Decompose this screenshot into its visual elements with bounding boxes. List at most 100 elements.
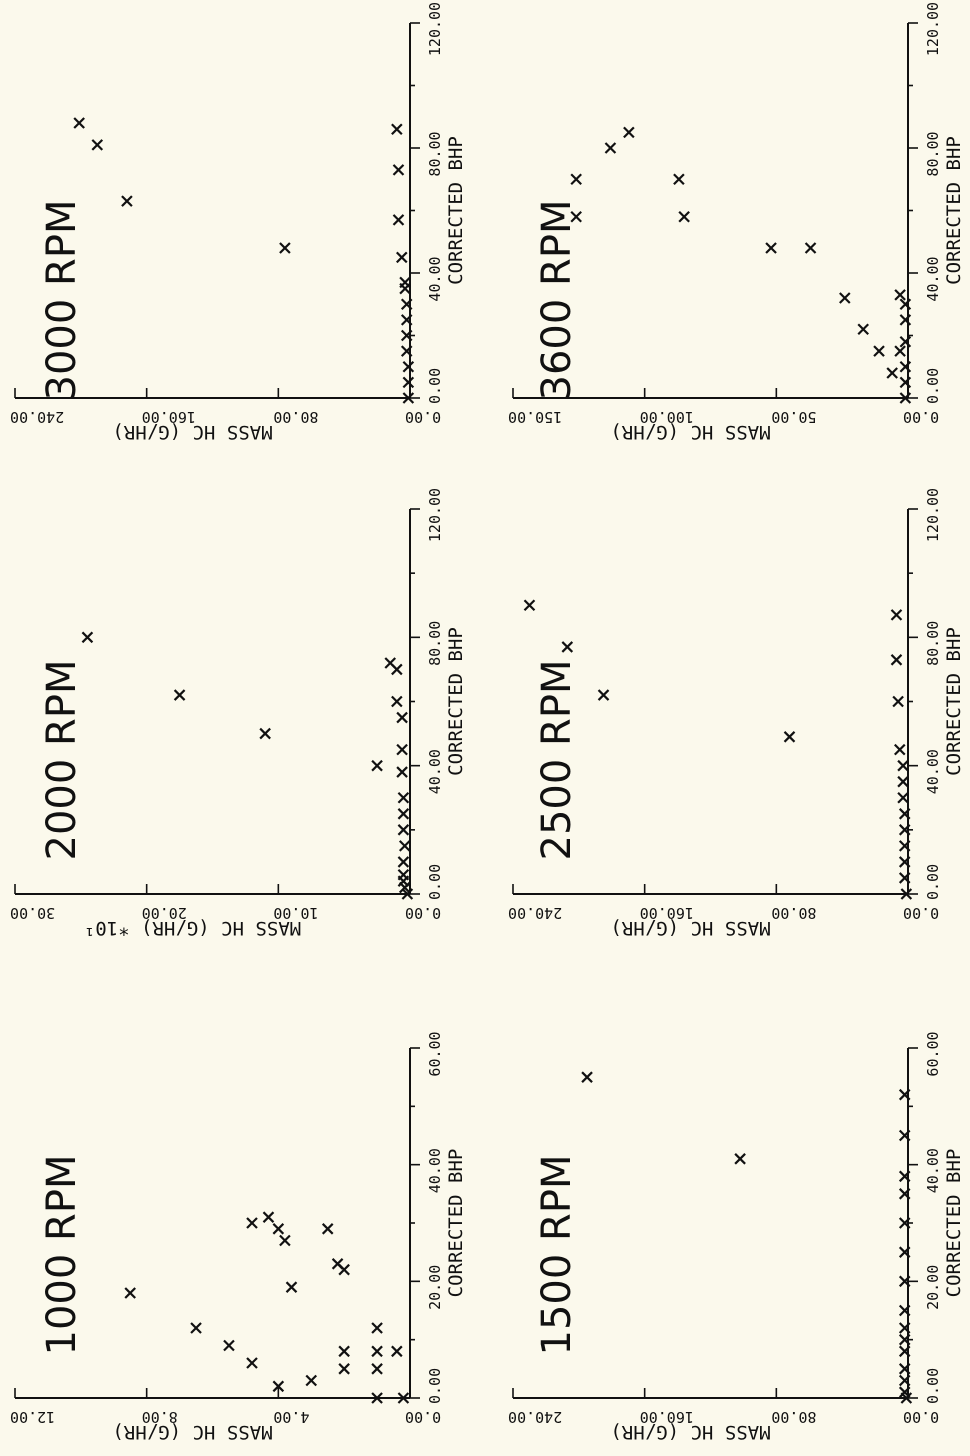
- y-tick-label: 80.00: [771, 1408, 816, 1426]
- data-point: [223, 1339, 235, 1352]
- data-point-stroke: [673, 173, 685, 186]
- x-tick-label: 40.00: [924, 1148, 942, 1193]
- data-point-stroke: [391, 663, 403, 676]
- data-point: [399, 276, 411, 289]
- data-point: [873, 345, 885, 357]
- data-point-stroke: [597, 689, 610, 701]
- data-point: [173, 689, 186, 701]
- data-point: [839, 292, 851, 304]
- data-point: [734, 1153, 746, 1165]
- y-tick-label: 0.00: [405, 904, 441, 922]
- data-point: [894, 289, 906, 301]
- data-point: [623, 126, 635, 139]
- data-point: [400, 298, 413, 311]
- data-point-stroke: [898, 1188, 911, 1200]
- data-point-stroke: [898, 1345, 911, 1358]
- chart-panel-6: 0.00 40.00 80.00 120.00 0.00 50.00 100.00 150.0…: [508, 2, 965, 443]
- data-point-stroke: [73, 117, 85, 129]
- data-point: [371, 759, 383, 772]
- data-point: [898, 1333, 911, 1346]
- data-point: [673, 173, 685, 186]
- data-point-stroke: [371, 1363, 383, 1375]
- data-point-stroke: [894, 289, 906, 301]
- x-tick-label: 40.00: [924, 749, 942, 794]
- data-point: [899, 392, 912, 404]
- data-point-stroke: [338, 1263, 350, 1276]
- data-point: [898, 872, 911, 884]
- data-point: [398, 840, 411, 852]
- data-point-stroke: [898, 1386, 911, 1398]
- data-point: [338, 1363, 350, 1375]
- data-point: [91, 139, 104, 151]
- y-tick-label: 4.00: [273, 1408, 309, 1426]
- data-point-stroke: [371, 759, 383, 772]
- data-point: [898, 1246, 911, 1258]
- x-tick-label: 40.00: [924, 256, 942, 301]
- data-point: [331, 1258, 344, 1270]
- data-point: [262, 1211, 275, 1223]
- data-point-stroke: [898, 872, 911, 884]
- x-tick-label: 120.00: [924, 488, 942, 542]
- chart-title: 3000 RPM: [39, 200, 85, 401]
- data-point: [898, 856, 911, 868]
- data-point-stroke: [734, 1153, 746, 1165]
- chart-title: 1500 RPM: [534, 1155, 580, 1356]
- data-point-stroke: [81, 631, 94, 644]
- y-axis-label: MASS HC (G/HR): [112, 421, 272, 443]
- data-point: [899, 314, 912, 326]
- data-point-stroke: [900, 888, 913, 900]
- data-point-stroke: [401, 888, 414, 900]
- x-tick-label: 80.00: [924, 621, 942, 666]
- data-point-stroke: [371, 1322, 383, 1334]
- data-point: [400, 314, 413, 326]
- data-point-stroke: [899, 376, 912, 389]
- data-point-stroke: [262, 1211, 275, 1223]
- data-point-stroke: [898, 1088, 911, 1101]
- data-point: [124, 1287, 136, 1299]
- data-point-stroke: [397, 824, 410, 836]
- chart-panel-2: 0.00 40.00 80.00 120.00 0.00 10.00 20.00 30.00 C…: [10, 488, 467, 939]
- data-point: [783, 731, 796, 743]
- data-point-stroke: [890, 654, 903, 666]
- data-point: [391, 695, 403, 708]
- data-point-stroke: [384, 657, 397, 669]
- data-point-stroke: [272, 1223, 285, 1235]
- chart-title: 1000 RPM: [39, 1155, 85, 1356]
- data-point: [890, 654, 903, 666]
- data-point-stroke: [279, 1234, 291, 1247]
- data-point-stroke: [305, 1374, 318, 1387]
- data-point-stroke: [898, 1304, 911, 1317]
- data-point: [898, 824, 911, 836]
- data-point-stroke: [392, 164, 405, 176]
- data-point-stroke: [899, 392, 912, 404]
- data-point: [899, 360, 912, 373]
- data-point-stroke: [839, 292, 851, 304]
- data-point: [395, 251, 408, 264]
- data-point-stroke: [570, 173, 582, 186]
- x-axis-label: CORRECTED BHP: [943, 627, 965, 776]
- data-point: [886, 367, 898, 379]
- data-point-stroke: [893, 743, 906, 756]
- data-point-stroke: [396, 743, 408, 756]
- y-axis-label: MASS HC (G/HR): [610, 1421, 770, 1443]
- data-point: [898, 1374, 911, 1387]
- data-point: [893, 743, 906, 756]
- x-tick-label: 0.00: [426, 1368, 444, 1404]
- data-point: [581, 1071, 593, 1083]
- data-point: [894, 345, 906, 357]
- y-tick-label: 80.00: [771, 904, 816, 922]
- data-point: [898, 1304, 911, 1317]
- data-point-stroke: [397, 1392, 410, 1404]
- data-point-stroke: [223, 1339, 235, 1352]
- x-axis-label: CORRECTED BHP: [943, 1149, 965, 1298]
- data-point-stroke: [898, 840, 911, 852]
- data-point: [765, 242, 777, 254]
- y-tick-label: 10.00: [273, 904, 318, 922]
- x-tick-label: 40.00: [426, 256, 444, 301]
- y-tick-label: 0.00: [903, 904, 939, 922]
- data-point-stroke: [400, 314, 413, 326]
- data-point-stroke: [397, 856, 410, 868]
- data-point: [397, 808, 410, 820]
- data-point: [73, 117, 85, 129]
